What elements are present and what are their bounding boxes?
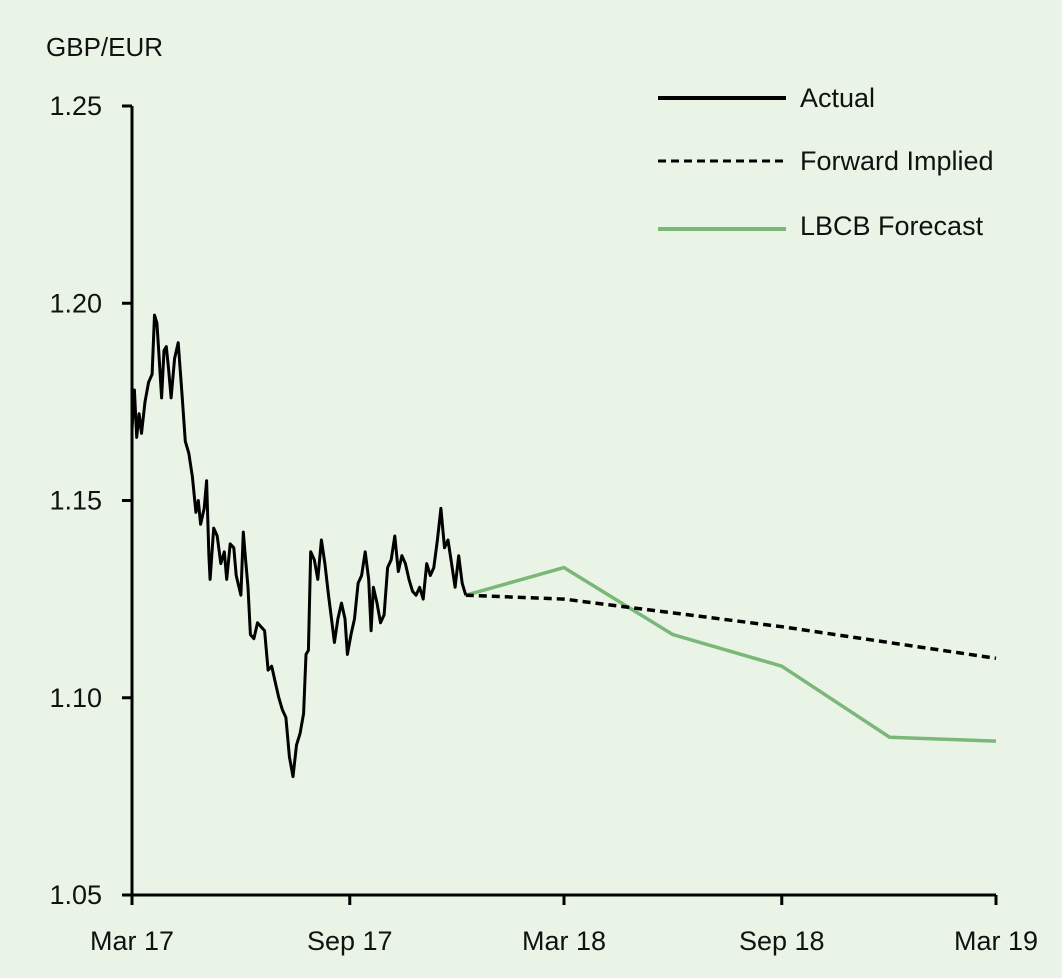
- x-tick-label: Sep 17: [307, 926, 393, 956]
- series-layer: [130, 313, 997, 779]
- legend-label-forward: Forward Implied: [800, 146, 994, 176]
- y-tick-label: 1.10: [49, 683, 102, 713]
- y-tick-label: 1.20: [49, 288, 102, 318]
- forward-implied-series-line: [465, 593, 997, 661]
- legend-label-lbcb: LBCB Forecast: [800, 211, 984, 241]
- y-axis-title: GBP/EUR: [46, 32, 163, 62]
- x-tick-label: Mar 18: [522, 926, 606, 956]
- axes: [122, 104, 998, 905]
- x-tick-label: Mar 19: [954, 926, 1038, 956]
- y-tick-label: 1.25: [49, 91, 102, 121]
- actual-series-line: [130, 313, 468, 779]
- legend-label-actual: Actual: [800, 83, 875, 113]
- x-tick-label: Mar 17: [90, 926, 174, 956]
- legend: Actual Forward Implied LBCB Forecast: [658, 83, 994, 241]
- x-tick-label: Sep 18: [739, 926, 825, 956]
- x-tick-labels: Mar 17 Sep 17 Mar 18 Sep 18 Mar 19: [90, 926, 1038, 956]
- y-tick-labels: 1.05 1.10 1.15 1.20 1.25: [49, 91, 102, 910]
- y-tick-label: 1.15: [49, 486, 102, 516]
- lbcb-forecast-series-line: [465, 565, 997, 743]
- y-tick-label: 1.05: [49, 880, 102, 910]
